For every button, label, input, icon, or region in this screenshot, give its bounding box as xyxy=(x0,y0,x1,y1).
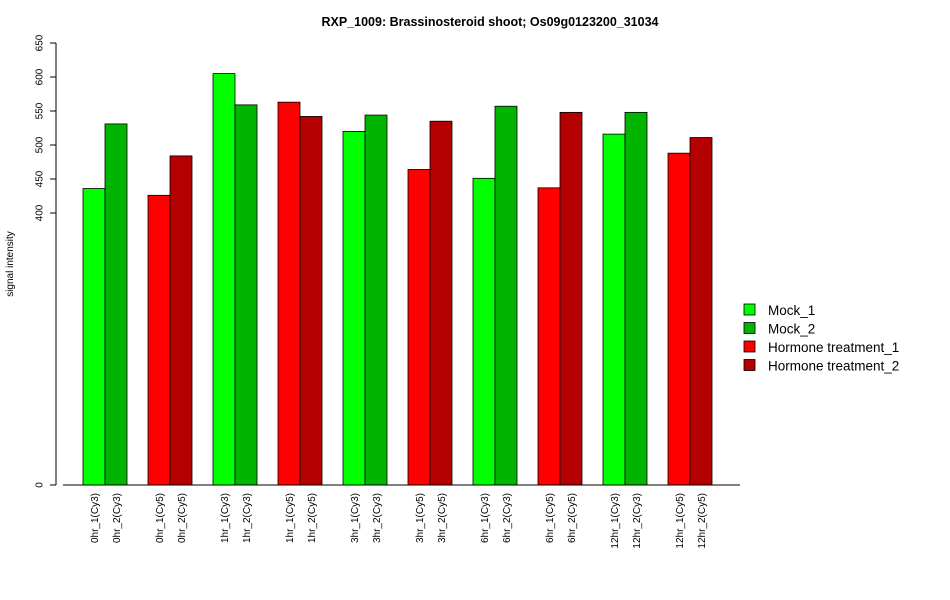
bar xyxy=(212,73,236,486)
x-tick-label: 0hr_1(Cy3) xyxy=(90,493,101,543)
bar xyxy=(364,114,388,486)
x-tick-label: 6hr_1(Cy3) xyxy=(480,493,491,543)
legend-label: Mock_1 xyxy=(768,303,815,318)
chart-title: RXP_1009: Brassinosteroid shoot; Os09g01… xyxy=(322,15,659,29)
bar xyxy=(624,111,648,486)
bar xyxy=(342,130,366,486)
y-tick-label: 0 xyxy=(35,482,46,488)
x-tick-label: 1hr_1(Cy5) xyxy=(285,493,296,543)
bar xyxy=(494,105,518,486)
y-tick-label: 550 xyxy=(35,102,46,119)
bar xyxy=(602,133,626,486)
x-tick-label: 12hr_1(Cy3) xyxy=(610,493,621,549)
legend-label: Hormone treatment_2 xyxy=(768,359,899,374)
bar xyxy=(169,155,193,486)
legend: Mock_1 Mock_2 Hormone treatment_1 Hormone t… xyxy=(743,303,899,374)
bar xyxy=(147,194,171,486)
bar xyxy=(407,169,431,486)
bar xyxy=(689,137,713,486)
bar xyxy=(234,104,258,486)
x-tick-label: 12hr_2(Cy3) xyxy=(632,493,643,549)
y-tick-label: 450 xyxy=(35,170,46,187)
bars xyxy=(82,73,713,486)
y-tick-label: 400 xyxy=(35,204,46,221)
x-tick-label: 6hr_2(Cy5) xyxy=(567,493,578,543)
y-tick-label: 600 xyxy=(35,68,46,85)
x-tick-label: 1hr_1(Cy3) xyxy=(220,493,231,543)
x-tick-label: 6hr_2(Cy3) xyxy=(502,493,513,543)
y-axis: 0 400 450 500 550 600 650 xyxy=(35,34,57,488)
bar xyxy=(429,120,453,486)
bar xyxy=(104,123,128,486)
y-axis-label: signal intensity xyxy=(5,231,16,297)
bar xyxy=(537,187,561,486)
legend-label: Hormone treatment_1 xyxy=(768,340,899,355)
x-tick-label: 3hr_2(Cy3) xyxy=(372,493,383,543)
x-tick-label: 3hr_1(Cy5) xyxy=(415,493,426,543)
x-tick-label: 3hr_2(Cy5) xyxy=(437,493,448,543)
x-tick-label: 6hr_1(Cy5) xyxy=(545,493,556,543)
bar xyxy=(82,188,106,486)
y-tick-label: 650 xyxy=(35,34,46,51)
bar xyxy=(299,116,323,486)
legend-swatch xyxy=(743,303,756,316)
x-tick-label: 12hr_1(Cy5) xyxy=(675,493,686,549)
x-tick-label: 12hr_2(Cy5) xyxy=(697,493,708,549)
bar xyxy=(472,177,496,486)
bar xyxy=(277,101,301,486)
legend-swatch xyxy=(743,322,756,334)
x-tick-label: 1hr_2(Cy5) xyxy=(307,493,318,543)
legend-swatch xyxy=(743,340,756,353)
legend-label: Mock_2 xyxy=(768,322,815,337)
bar xyxy=(559,111,583,486)
legend-swatch xyxy=(743,359,756,371)
bar xyxy=(667,152,691,486)
x-tick-label: 0hr_2(Cy5) xyxy=(177,493,188,543)
x-tick-label: 1hr_2(Cy3) xyxy=(242,493,253,543)
x-tick-label: 0hr_2(Cy3) xyxy=(112,493,123,543)
y-tick-label: 500 xyxy=(35,136,46,153)
x-tick-labels: 0hr_1(Cy3) 0hr_2(Cy3) 0hr_1(Cy5) 0hr_2(Cy5)… xyxy=(90,493,708,549)
x-tick-label: 3hr_1(Cy3) xyxy=(350,493,361,543)
x-tick-label: 0hr_1(Cy5) xyxy=(155,493,166,543)
